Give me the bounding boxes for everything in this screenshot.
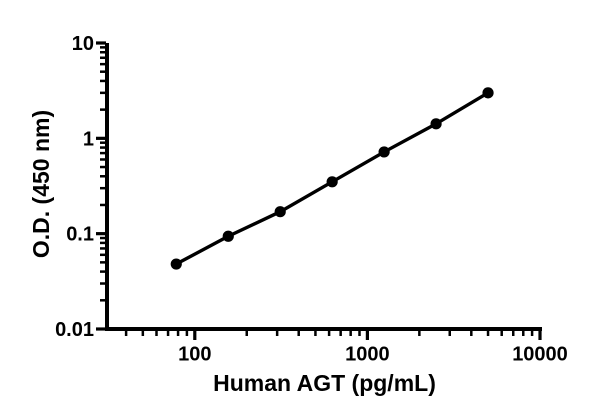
x-axis-title: Human AGT (pg/mL): [213, 370, 436, 396]
axes: [105, 43, 542, 331]
y-tick-label: 0.01: [55, 319, 94, 341]
data-points: [170, 87, 494, 270]
x-tick-label: 10000: [512, 344, 568, 366]
y-tick-labels: 10 1 0.1 0.01: [55, 33, 94, 341]
y-axis-title: O.D. (450 nm): [28, 109, 54, 259]
x-major-ticks: [193, 330, 542, 340]
x-tick-labels: 100 1000 10000: [178, 344, 568, 366]
data-point: [170, 258, 182, 270]
data-point: [274, 206, 286, 218]
y-tick-label: 0.1: [66, 224, 94, 246]
data-point: [430, 118, 442, 130]
x-minor-ticks: [124, 330, 534, 336]
y-major-ticks: [96, 41, 106, 331]
x-tick-label: 1000: [345, 344, 390, 366]
data-point: [378, 146, 390, 158]
data-point: [482, 87, 494, 99]
data-point: [326, 176, 338, 188]
y-minor-ticks: [100, 46, 106, 302]
y-tick-label: 1: [83, 128, 94, 150]
x-tick-label: 100: [178, 344, 211, 366]
data-point: [222, 230, 234, 242]
y-tick-label: 10: [72, 33, 94, 55]
